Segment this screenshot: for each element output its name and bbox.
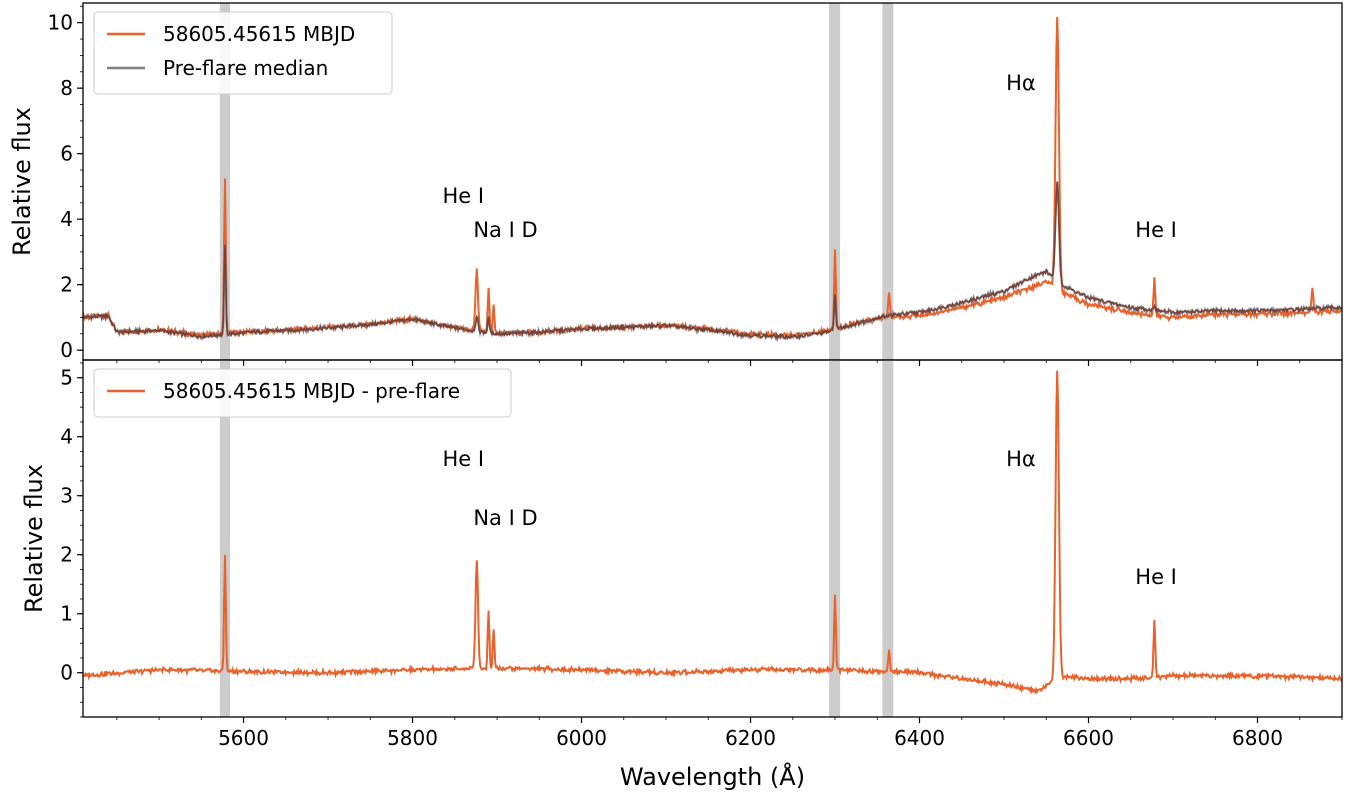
line-annotation: Hα: [1006, 447, 1036, 471]
x-tick-label: 6400: [894, 726, 945, 750]
x-tick-label: 6000: [556, 726, 607, 750]
y-tick-label: 8: [60, 76, 73, 100]
legend: 58605.45615 MBJD Pre-flare median: [93, 11, 393, 95]
y-tick-label: 1: [60, 602, 73, 626]
legend-label: 58605.45615 MBJD - pre-flare: [163, 379, 460, 403]
top-panel: 0 2 4 6 8 10 He I Na I D Hα He I 58605.45615 MBJ…: [8, 2, 1343, 366]
line-annotation: He I: [442, 184, 484, 208]
series-line: [83, 370, 1342, 695]
y-axis-label: Relative flux: [8, 107, 36, 256]
legend-label: 58605.45615 MBJD: [163, 22, 355, 46]
x-tick-label: 5600: [218, 726, 269, 750]
legend: 58605.45615 MBJD - pre-flare: [93, 368, 512, 418]
shaded-band: [829, 360, 841, 717]
legend-box: [93, 368, 512, 418]
x-tick-label: 6200: [725, 726, 776, 750]
y-axis-ticks: 0 1 2 3 4 5: [60, 362, 83, 718]
line-annotation: Hα: [1006, 71, 1036, 95]
x-tick-label: 6600: [1063, 726, 1114, 750]
shaded-band: [882, 360, 894, 717]
shaded-band: [219, 360, 231, 717]
y-axis-ticks: 0 2 4 6 8 10: [48, 5, 83, 362]
series-line: [83, 181, 1342, 343]
x-axis-ticks: 5600 5800 6000 6200 6400 6600 6800: [116, 717, 1343, 750]
y-tick-label: 2: [60, 543, 73, 567]
line-annotations: He I Na I D Hα He I: [442, 71, 1176, 242]
shaded-band: [829, 3, 841, 360]
plot-frame: [82, 359, 1343, 718]
y-tick-label: 4: [60, 207, 73, 231]
overlap-line: [83, 182, 1342, 341]
spectrum-series: [83, 16, 1342, 343]
y-tick-label: 5: [60, 366, 73, 390]
line-annotation: Na I D: [473, 218, 537, 242]
y-tick-label: 10: [48, 11, 73, 35]
legend-label: Pre-flare median: [163, 56, 328, 80]
x-tick-label: 6800: [1232, 726, 1283, 750]
y-axis-label: Relative flux: [20, 464, 48, 613]
y-tick-label: 6: [60, 142, 73, 166]
y-tick-label: 4: [60, 425, 73, 449]
shaded-bands: [219, 360, 894, 717]
bottom-panel: 0 1 2 3 4 5 5600 5800 6000 6200 6400 6600 6800 He I…: [20, 359, 1343, 791]
line-annotation: He I: [442, 447, 484, 471]
x-tick-label: 5800: [387, 726, 438, 750]
x-axis-ticks: [116, 360, 1343, 366]
spectrum-series: [83, 370, 1342, 695]
y-tick-label: 3: [60, 484, 73, 508]
line-annotations: He I Na I D Hα He I: [442, 447, 1176, 589]
legend-box: [93, 11, 393, 95]
x-axis-label: Wavelength (Å): [620, 762, 805, 791]
y-tick-label: 0: [60, 338, 73, 362]
line-annotation: He I: [1135, 565, 1177, 589]
y-tick-label: 0: [60, 661, 73, 685]
line-annotation: He I: [1135, 218, 1177, 242]
shaded-band: [882, 3, 894, 360]
line-annotation: Na I D: [473, 506, 537, 530]
y-tick-label: 2: [60, 273, 73, 297]
